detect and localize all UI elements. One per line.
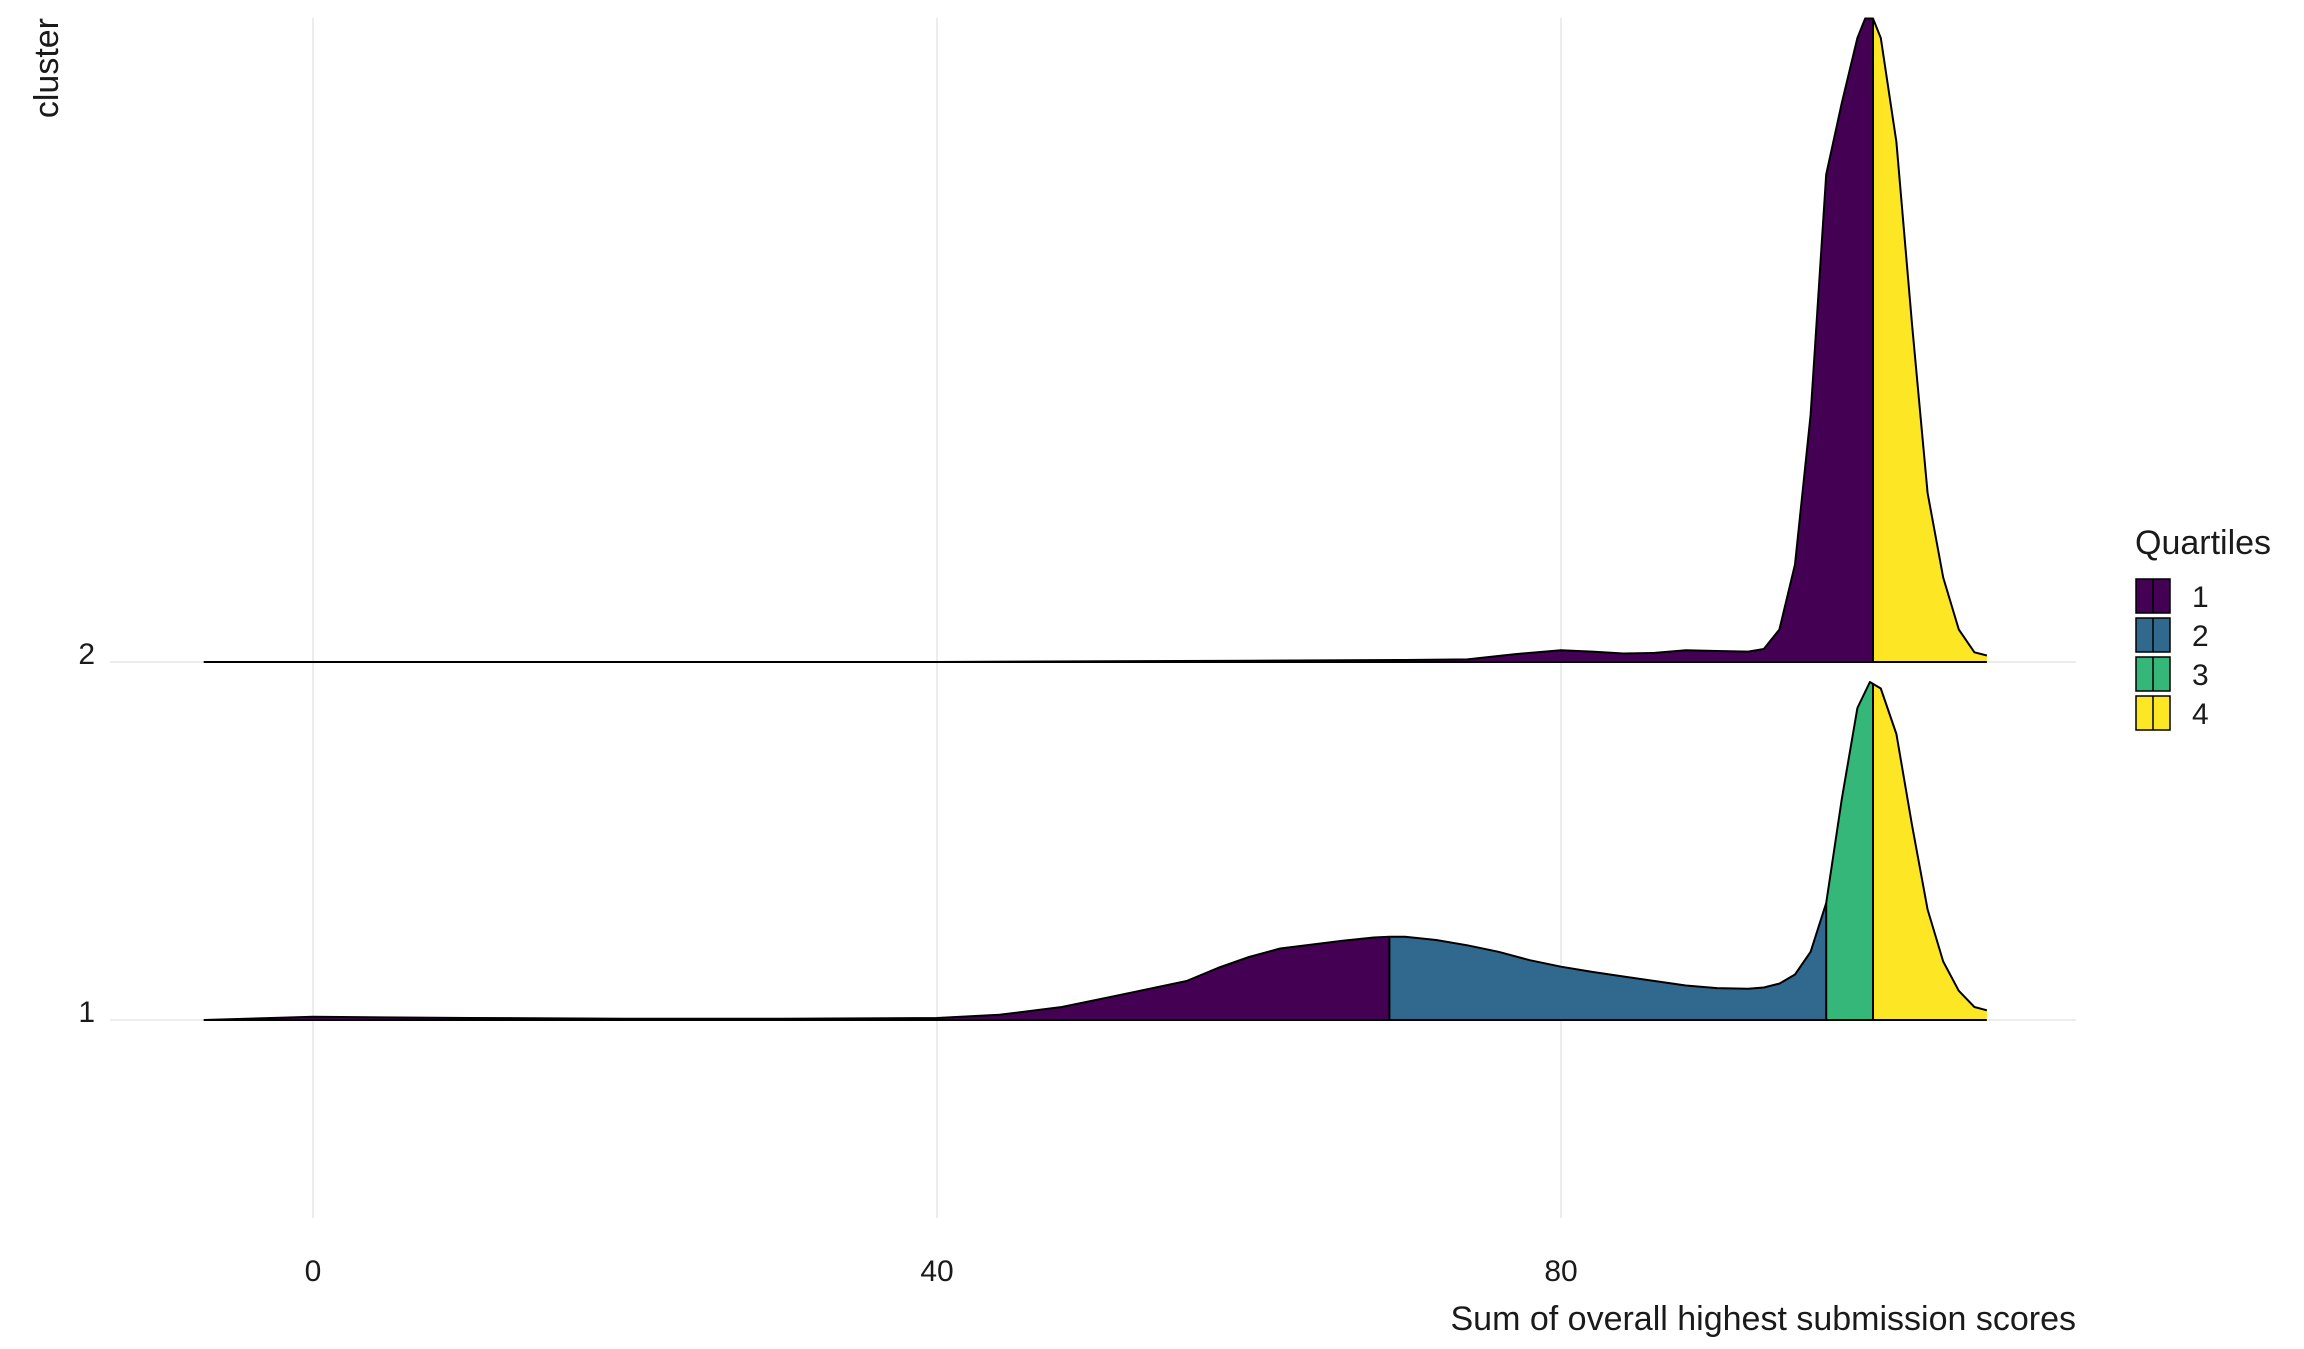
quartile-1-area	[203, 18, 1873, 662]
density-outline	[203, 17, 1988, 663]
ridge-cluster-2	[203, 17, 1988, 663]
x-tick-label: 80	[1544, 1255, 1577, 1288]
legend-label-3: 3	[2192, 659, 2209, 692]
legend-label-4: 4	[2192, 698, 2209, 731]
x-tick-label: 0	[305, 1255, 322, 1288]
x-axis-title: Sum of overall highest submission scores	[1451, 1300, 2077, 1338]
quartile-4-area	[1873, 18, 1987, 662]
y-tick-label: 1	[78, 996, 95, 1029]
tick-layer: 0 40 80 1 2	[78, 638, 1577, 1288]
density-outline	[203, 681, 1988, 1021]
quartile-2-area	[1389, 903, 1827, 1020]
quartile-1-area	[203, 936, 1390, 1020]
x-tick-label: 40	[920, 1255, 953, 1288]
quartile-3-area	[1826, 682, 1873, 1020]
legend-label-2: 2	[2192, 620, 2209, 653]
baseline-layer	[110, 661, 2076, 1021]
legend-label-1: 1	[2192, 581, 2209, 614]
ridge-layer	[203, 17, 1988, 1021]
y-tick-label: 2	[78, 638, 95, 671]
y-axis-title: cluster	[28, 18, 66, 118]
ridge-cluster-1	[203, 681, 1988, 1021]
quartile-4-area	[1873, 683, 1987, 1020]
legend: Quartiles 1 2 3 4	[2135, 524, 2271, 731]
legend-title: Quartiles	[2135, 524, 2271, 562]
grid-layer	[312, 18, 1562, 1218]
